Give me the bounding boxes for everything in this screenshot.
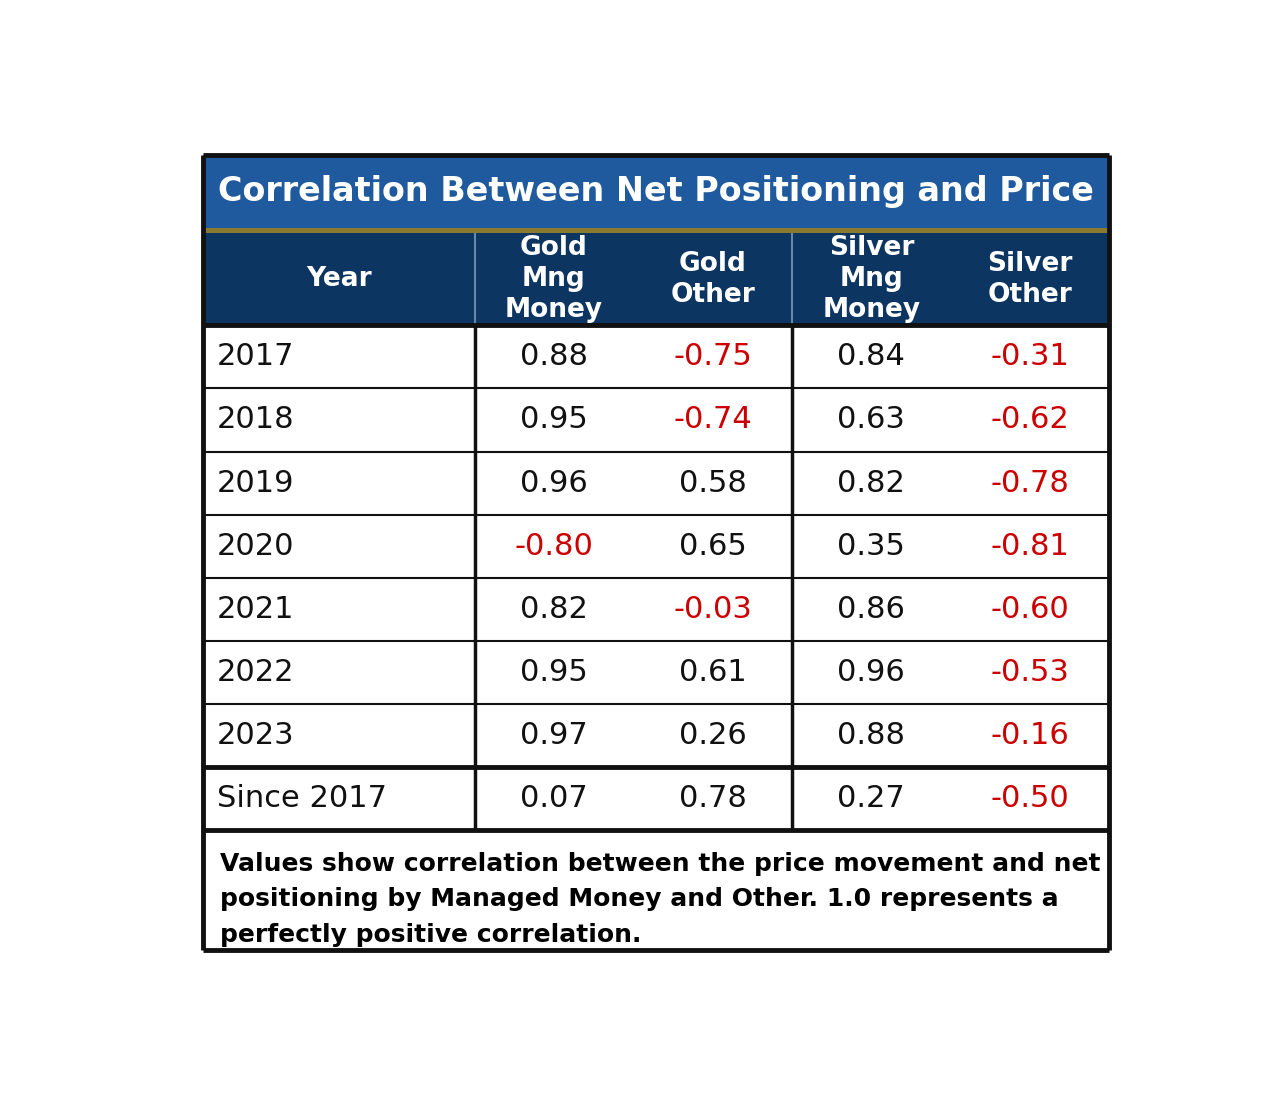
Bar (202, 233, 1110, 326)
Text: 2018: 2018 (216, 406, 294, 434)
Text: 0.35: 0.35 (837, 531, 905, 561)
Bar (202, 830, 1110, 949)
Bar (202, 641, 1110, 704)
Text: Gold
Other: Gold Other (671, 251, 755, 308)
Bar (202, 578, 1110, 641)
Text: -0.80: -0.80 (515, 531, 594, 561)
Text: 0.84: 0.84 (837, 342, 905, 372)
Text: -0.75: -0.75 (673, 342, 753, 372)
Text: 0.96: 0.96 (520, 469, 588, 497)
Text: 0.88: 0.88 (837, 722, 905, 750)
Text: 0.26: 0.26 (678, 722, 746, 750)
Bar (202, 388, 1110, 452)
Text: -0.81: -0.81 (991, 531, 1070, 561)
Text: Values show correlation between the price movement and net
positioning by Manage: Values show correlation between the pric… (220, 852, 1101, 947)
Text: 0.95: 0.95 (520, 658, 588, 688)
Text: Silver
Mng
Money: Silver Mng Money (822, 235, 920, 323)
Text: -0.53: -0.53 (991, 658, 1070, 688)
Bar (202, 326, 1110, 388)
Text: -0.50: -0.50 (991, 784, 1069, 813)
Text: 0.27: 0.27 (837, 784, 905, 813)
Bar (202, 229, 1110, 233)
Text: 2023: 2023 (216, 722, 294, 750)
Text: -0.74: -0.74 (673, 406, 753, 434)
Text: -0.60: -0.60 (991, 595, 1069, 624)
Text: -0.62: -0.62 (991, 406, 1069, 434)
Bar (202, 515, 1110, 578)
Text: 0.63: 0.63 (837, 406, 905, 434)
Text: 0.61: 0.61 (678, 658, 746, 688)
Text: 2019: 2019 (216, 469, 294, 497)
Text: 0.82: 0.82 (837, 469, 905, 497)
Text: Year: Year (306, 266, 371, 293)
Text: 0.78: 0.78 (678, 784, 746, 813)
Text: 0.07: 0.07 (520, 784, 588, 813)
Text: Since 2017: Since 2017 (216, 784, 387, 813)
Bar (202, 768, 1110, 830)
Text: 0.58: 0.58 (678, 469, 746, 497)
Text: 0.86: 0.86 (837, 595, 905, 624)
Text: -0.78: -0.78 (991, 469, 1070, 497)
Text: 2017: 2017 (216, 342, 294, 372)
Text: -0.03: -0.03 (673, 595, 753, 624)
Text: -0.31: -0.31 (991, 342, 1070, 372)
Text: 0.65: 0.65 (678, 531, 746, 561)
Bar (202, 155, 1110, 229)
Text: -0.16: -0.16 (991, 722, 1069, 750)
Bar (202, 451, 1110, 515)
Bar (202, 704, 1110, 768)
Text: 0.82: 0.82 (520, 595, 588, 624)
Text: Correlation Between Net Positioning and Price: Correlation Between Net Positioning and … (218, 175, 1094, 208)
Text: Silver
Other: Silver Other (987, 251, 1073, 308)
Text: 0.95: 0.95 (520, 406, 588, 434)
Text: 0.96: 0.96 (837, 658, 905, 688)
Text: 0.97: 0.97 (520, 722, 588, 750)
Text: 2021: 2021 (216, 595, 294, 624)
Text: 2022: 2022 (216, 658, 294, 688)
Text: 0.88: 0.88 (520, 342, 588, 372)
Text: 2020: 2020 (216, 531, 294, 561)
Text: Gold
Mng
Money: Gold Mng Money (504, 235, 603, 323)
